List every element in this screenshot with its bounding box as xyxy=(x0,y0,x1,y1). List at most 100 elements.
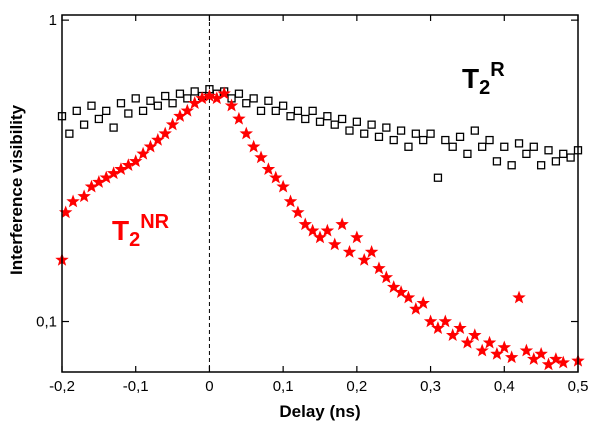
x-tick-label: 0,1 xyxy=(273,378,294,395)
point xyxy=(116,99,126,108)
point xyxy=(323,112,332,121)
x-tick-label: -0,2 xyxy=(49,378,75,395)
point xyxy=(87,101,96,110)
point xyxy=(94,114,104,124)
point xyxy=(151,133,165,146)
point xyxy=(131,94,140,103)
point xyxy=(291,205,305,219)
point xyxy=(367,120,376,129)
point xyxy=(158,126,172,140)
annotation: T2NR xyxy=(112,211,170,251)
point xyxy=(401,290,416,304)
point xyxy=(445,328,460,342)
point xyxy=(168,99,177,108)
y-tick-label: 0,1 xyxy=(36,314,57,331)
point xyxy=(460,335,475,349)
point xyxy=(389,135,398,145)
point xyxy=(124,109,133,118)
point xyxy=(419,135,428,145)
point xyxy=(224,98,239,112)
point xyxy=(165,117,180,131)
x-tick-label: 0,5 xyxy=(568,378,589,395)
point xyxy=(217,86,231,100)
x-tick-label: 0 xyxy=(205,378,213,395)
point xyxy=(519,343,534,357)
annotation-text: T xyxy=(112,215,129,246)
point xyxy=(544,146,553,155)
point xyxy=(342,245,357,258)
point xyxy=(66,194,80,208)
annotation-sub: 2 xyxy=(479,77,490,99)
point xyxy=(264,96,273,105)
point xyxy=(234,89,244,98)
point xyxy=(500,142,509,151)
point xyxy=(416,296,430,309)
point xyxy=(328,237,342,251)
point xyxy=(534,346,548,360)
point xyxy=(404,142,413,151)
x-tick-label: 0,2 xyxy=(346,378,367,395)
point xyxy=(58,205,73,219)
point xyxy=(337,114,347,124)
point xyxy=(175,89,185,98)
annotation-sup: R xyxy=(490,59,505,81)
point xyxy=(65,129,74,138)
plot-frame xyxy=(61,14,579,373)
point xyxy=(507,161,516,170)
point xyxy=(372,261,386,275)
point xyxy=(77,189,91,203)
point xyxy=(549,352,563,365)
point xyxy=(313,230,327,244)
point xyxy=(261,162,276,175)
point xyxy=(470,126,479,135)
point xyxy=(504,350,519,364)
point xyxy=(269,170,283,184)
point xyxy=(330,120,339,129)
point xyxy=(423,314,438,328)
point xyxy=(566,153,575,162)
point xyxy=(485,135,494,145)
point xyxy=(153,101,162,110)
point xyxy=(463,149,472,159)
point xyxy=(559,149,568,159)
point xyxy=(278,101,288,110)
point xyxy=(246,139,261,153)
point xyxy=(320,223,335,237)
point xyxy=(138,106,148,116)
point xyxy=(254,150,268,164)
point xyxy=(352,117,362,126)
point xyxy=(109,123,118,132)
point xyxy=(497,340,511,354)
point xyxy=(379,270,394,284)
x-tick-label: 0,3 xyxy=(420,378,441,395)
point xyxy=(301,114,310,124)
point xyxy=(315,117,325,126)
point xyxy=(448,142,457,151)
point xyxy=(455,132,465,141)
point xyxy=(129,154,143,168)
point xyxy=(490,346,504,360)
point xyxy=(374,132,384,141)
point xyxy=(529,142,538,151)
point xyxy=(271,106,280,116)
point xyxy=(468,328,482,342)
point xyxy=(364,245,379,258)
point xyxy=(396,126,406,135)
y-tick-label: 1 xyxy=(49,12,57,29)
point xyxy=(409,301,423,315)
point xyxy=(482,335,497,349)
point xyxy=(512,290,526,304)
point xyxy=(394,285,408,299)
point xyxy=(411,129,420,138)
point xyxy=(441,135,450,145)
point xyxy=(382,123,391,132)
point xyxy=(551,157,561,166)
point xyxy=(298,217,312,231)
annotation-sup: NR xyxy=(140,211,169,233)
point xyxy=(438,314,453,328)
point xyxy=(183,94,192,103)
x-tick-label: 0,4 xyxy=(494,378,515,395)
point xyxy=(475,343,489,357)
point xyxy=(387,280,401,293)
